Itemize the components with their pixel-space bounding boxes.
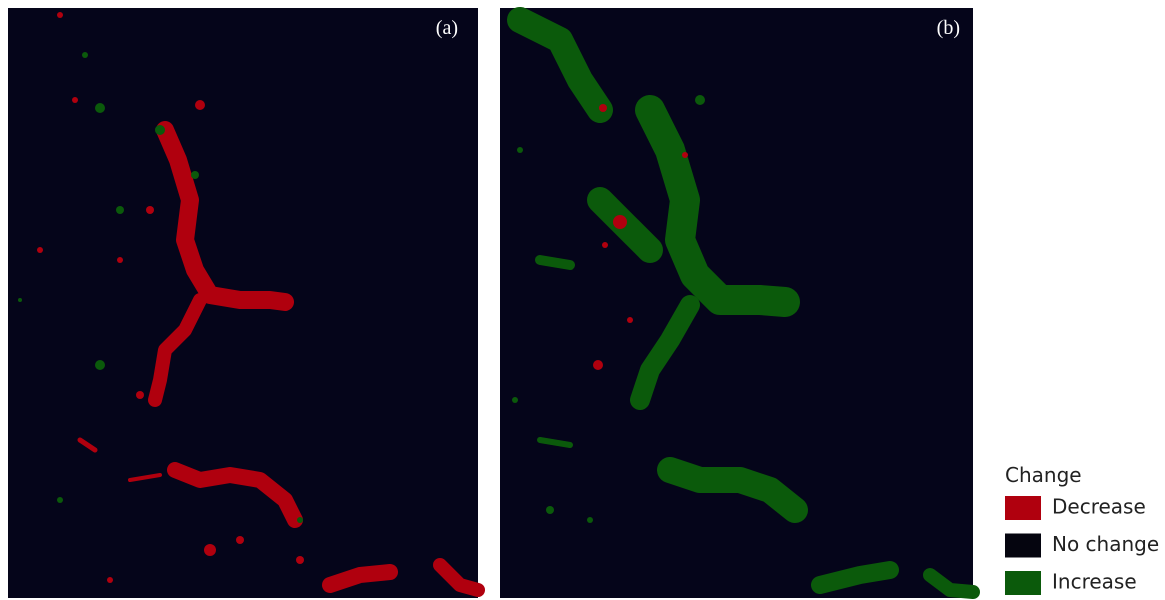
legend-title: Change <box>1005 463 1082 487</box>
legend-swatch <box>1005 571 1041 595</box>
panel-label: (a) <box>436 17 458 39</box>
panel-label: (b) <box>937 17 960 39</box>
legend-label: No change <box>1052 532 1159 556</box>
legend: Change Decrease No change Increase <box>1005 463 1159 595</box>
panel-a: (a) <box>8 8 478 598</box>
panel-b: (b) <box>500 8 973 598</box>
legend-swatch <box>1005 534 1041 558</box>
legend-label: Decrease <box>1052 495 1146 519</box>
legend-label: Increase <box>1052 570 1137 594</box>
figure-canvas: (a) (b) Change Decrease No change Increase <box>0 0 1165 600</box>
figure: (a) (b) Change Decrease No change Increase <box>0 0 1165 600</box>
legend-swatch <box>1005 496 1041 520</box>
